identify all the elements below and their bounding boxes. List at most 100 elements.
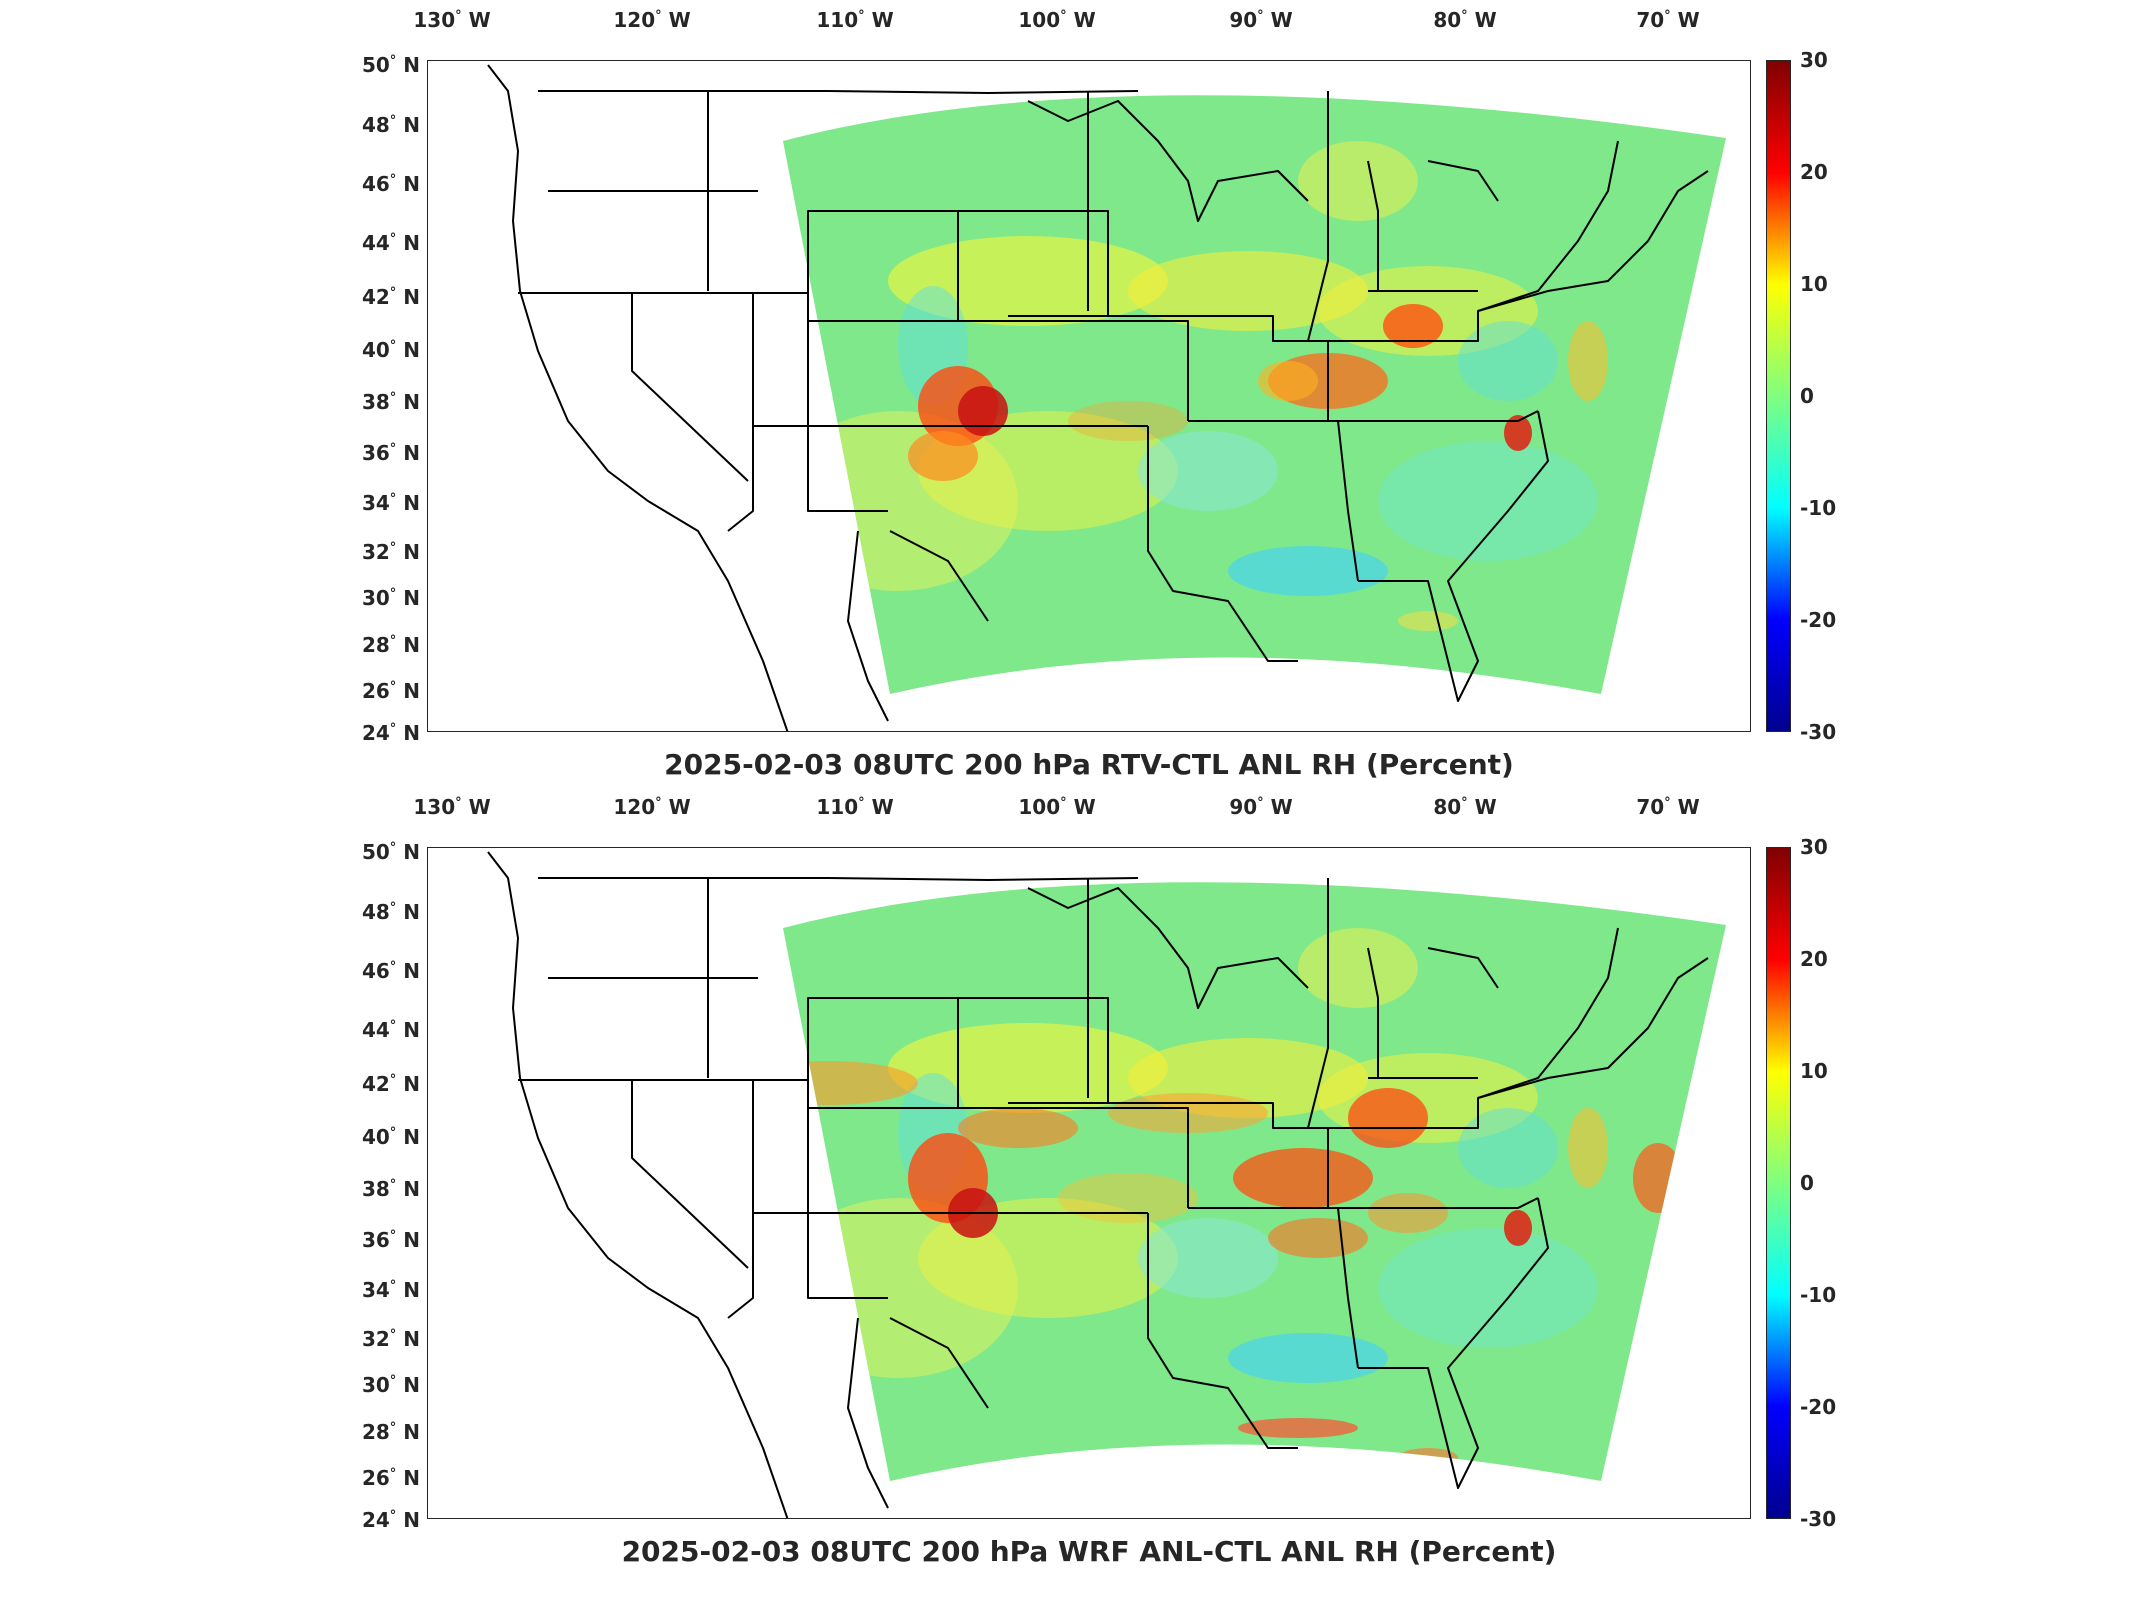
lat-value: 28	[361, 1420, 390, 1444]
boundary-line	[518, 292, 808, 482]
lat-suffix: N	[403, 1466, 420, 1490]
lat-label: 30° N	[361, 586, 420, 610]
lat-value: 28	[361, 633, 390, 657]
lon-label: 120° W	[613, 8, 691, 32]
colorbar	[1766, 60, 1791, 732]
lon-value: 130	[413, 8, 456, 32]
lon-suffix: W	[1073, 795, 1096, 819]
lat-suffix: N	[403, 285, 420, 309]
lon-value: 120	[613, 795, 656, 819]
lat-label: 48° N	[361, 113, 420, 137]
lat-suffix: N	[403, 1125, 420, 1149]
boundary-line	[1358, 1197, 1549, 1489]
lat-value: 36	[361, 1228, 390, 1252]
lon-label: 90° W	[1229, 795, 1293, 819]
rh-anomaly-blob	[958, 386, 1008, 436]
lat-suffix: N	[403, 1278, 420, 1302]
lat-label: 40° N	[361, 338, 420, 362]
boundary-line	[847, 530, 989, 722]
lat-value: 46	[361, 172, 390, 196]
rh-anomaly-blob	[1504, 415, 1532, 451]
lon-label: 80° W	[1433, 795, 1497, 819]
lon-label: 130° W	[413, 795, 491, 819]
lon-value: 130	[413, 795, 456, 819]
lon-value: 80	[1433, 8, 1462, 32]
boundary-line	[548, 878, 758, 1078]
lon-suffix: W	[668, 795, 691, 819]
boundary-line	[847, 1317, 989, 1509]
rh-anomaly-blob	[1378, 441, 1598, 561]
lat-suffix: N	[403, 113, 420, 137]
lat-label: 36° N	[361, 1228, 420, 1252]
boundary-line	[1338, 1077, 1549, 1209]
rh-anomaly-blob	[1398, 611, 1458, 631]
lat-value: 38	[361, 390, 390, 414]
lat-label: 34° N	[361, 1278, 420, 1302]
rh-anomaly-blob	[1458, 1108, 1558, 1188]
rh-anomaly-blob	[918, 411, 1178, 531]
colorbar-tick-label: 10	[1800, 1059, 1828, 1083]
lat-value: 40	[361, 1125, 390, 1149]
boundary-line	[518, 1079, 808, 1269]
lat-value: 36	[361, 441, 390, 465]
lat-suffix: N	[403, 840, 420, 864]
lon-value: 90	[1229, 795, 1258, 819]
lon-value: 80	[1433, 795, 1462, 819]
lat-value: 40	[361, 338, 390, 362]
rh-anomaly-blob	[1058, 1173, 1198, 1223]
lat-label: 24° N	[361, 1508, 420, 1532]
lat-value: 24	[361, 1508, 390, 1532]
lon-label: 120° W	[613, 795, 691, 819]
rh-field	[783, 928, 1683, 1468]
lon-label: 100° W	[1018, 8, 1096, 32]
boundary-line	[1087, 91, 1619, 312]
boundary-line	[1307, 91, 1478, 342]
lat-label: 36° N	[361, 441, 420, 465]
lat-suffix: N	[403, 1373, 420, 1397]
lon-label: 90° W	[1229, 8, 1293, 32]
rh-anomaly-blob	[908, 431, 978, 481]
rh-anomaly-blob	[1233, 1148, 1373, 1208]
lon-value: 120	[613, 8, 656, 32]
lat-value: 30	[361, 586, 390, 610]
lon-label: 70° W	[1636, 8, 1700, 32]
lat-label: 50° N	[361, 840, 420, 864]
lon-value: 110	[816, 8, 859, 32]
rh-anomaly-blob	[1138, 1218, 1278, 1298]
lat-suffix: N	[403, 1228, 420, 1252]
lon-value: 100	[1018, 8, 1061, 32]
lat-label: 32° N	[361, 540, 420, 564]
rh-anomaly-blob	[1238, 1418, 1358, 1438]
lon-value: 90	[1229, 8, 1258, 32]
lat-suffix: N	[403, 900, 420, 924]
panel-title: 2025-02-03 08UTC 200 hPa RTV-CTL ANL RH …	[664, 748, 1514, 781]
lat-value: 42	[361, 285, 390, 309]
colorbar-tick-label: -10	[1800, 1283, 1837, 1307]
boundary-line	[1367, 160, 1499, 291]
lon-value: 110	[816, 795, 859, 819]
lat-suffix: N	[403, 633, 420, 657]
lat-suffix: N	[403, 721, 420, 745]
lat-suffix: N	[403, 1177, 420, 1201]
lon-suffix: W	[1270, 795, 1293, 819]
lat-label: 28° N	[361, 1420, 420, 1444]
boundary-line	[538, 877, 1139, 881]
boundary-line	[1358, 410, 1549, 702]
lon-label: 100° W	[1018, 795, 1096, 819]
colorbar-tick-label: 0	[1800, 384, 1814, 408]
rh-anomaly-blob	[1068, 401, 1188, 441]
lat-value: 44	[361, 231, 390, 255]
lat-value: 38	[361, 1177, 390, 1201]
lon-label: 130° W	[413, 8, 491, 32]
colorbar	[1766, 847, 1791, 1519]
boundary-line	[1547, 170, 1709, 292]
lat-label: 26° N	[361, 1466, 420, 1490]
panel-title: 2025-02-03 08UTC 200 hPa WRF ANL-CTL ANL…	[621, 1535, 1557, 1568]
lon-suffix: W	[1677, 795, 1700, 819]
lon-value: 70	[1636, 795, 1665, 819]
boundary-line	[1147, 1213, 1298, 1449]
map-frame	[427, 60, 1751, 732]
lat-value: 26	[361, 679, 390, 703]
lat-suffix: N	[403, 1420, 420, 1444]
lon-label: 110° W	[816, 8, 894, 32]
